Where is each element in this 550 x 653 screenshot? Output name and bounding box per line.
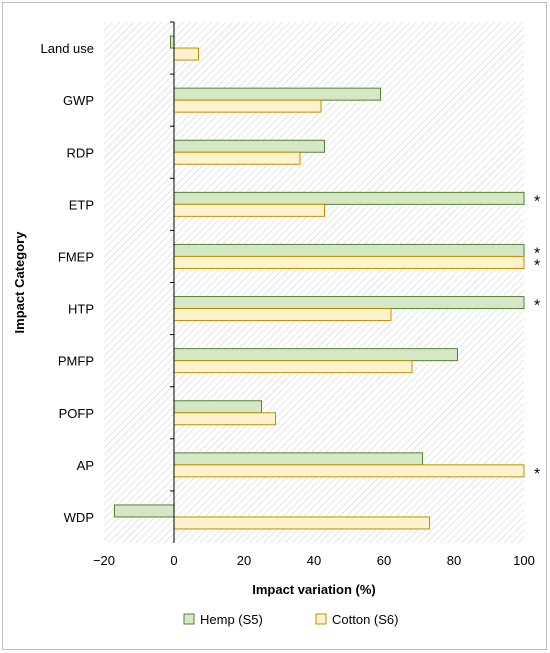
x-tick-label: 0 — [170, 553, 177, 568]
annotation-star-ap: * — [534, 466, 540, 483]
bar-rdp-hemp-s5 — [173, 139, 325, 153]
x-tick-label: −20 — [93, 553, 115, 568]
annotation-star-htp: * — [534, 298, 540, 315]
legend-label-cotton-s6: Cotton (S6) — [332, 612, 398, 627]
bar-fmep-hemp-s5 — [173, 243, 525, 257]
x-tick-label: 80 — [447, 553, 461, 568]
x-tick-label: 40 — [307, 553, 321, 568]
x-tick-label: 20 — [237, 553, 251, 568]
category-label-pofp: POFP — [59, 406, 94, 421]
bar-rdp-cotton-s6 — [173, 151, 301, 165]
category-label-fmep: FMEP — [58, 249, 94, 264]
annotation-star-fmep: * — [534, 257, 540, 274]
x-tick-label: 60 — [377, 553, 391, 568]
bar-ap-hemp-s5 — [173, 452, 423, 466]
bar-ap-cotton-s6 — [173, 464, 525, 478]
bar-wdp-cotton-s6 — [173, 516, 430, 530]
category-label-etp: ETP — [69, 197, 94, 212]
bar-htp-hemp-s5 — [173, 296, 525, 310]
legend-swatch-hemp-s5 — [183, 613, 195, 625]
bar-gwp-cotton-s6 — [173, 99, 322, 113]
legend-label-hemp-s5: Hemp (S5) — [200, 612, 263, 627]
bar-land-use-cotton-s6 — [173, 47, 199, 61]
bar-pmfp-hemp-s5 — [173, 348, 458, 362]
bar-htp-cotton-s6 — [173, 308, 392, 322]
category-label-land-use: Land use — [41, 41, 95, 56]
bar-etp-cotton-s6 — [173, 203, 325, 217]
category-label-gwp: GWP — [63, 93, 94, 108]
x-axis-title: Impact variation (%) — [252, 582, 376, 597]
category-label-htp: HTP — [68, 302, 94, 317]
labels-layer: Land use GWP RDP ETP FMEP HTP PMFP POFP AP WDP −20… — [41, 41, 541, 568]
category-label-pmfp: PMFP — [58, 354, 94, 369]
x-tick-label: 100 — [513, 553, 535, 568]
bar-wdp-hemp-s5 — [114, 504, 175, 518]
axis-layer — [170, 21, 175, 543]
bar-pmfp-cotton-s6 — [173, 360, 413, 374]
category-label-ap: AP — [77, 458, 94, 473]
legend-swatch-cotton-s6 — [315, 613, 327, 625]
bar-etp-hemp-s5 — [173, 191, 525, 205]
category-label-rdp: RDP — [67, 145, 94, 160]
legend: Hemp (S5) Cotton (S6) — [183, 612, 398, 627]
bar-pofp-cotton-s6 — [173, 412, 276, 426]
annotation-star-fmep: * — [534, 245, 540, 262]
annotation-star-etp: * — [534, 193, 540, 210]
bar-gwp-hemp-s5 — [173, 87, 381, 101]
y-axis-title: Impact Category — [12, 231, 27, 334]
bar-land-use-hemp-s5 — [170, 35, 175, 49]
bar-fmep-cotton-s6 — [173, 255, 525, 269]
bar-pofp-hemp-s5 — [173, 400, 262, 414]
category-label-wdp: WDP — [64, 510, 94, 525]
